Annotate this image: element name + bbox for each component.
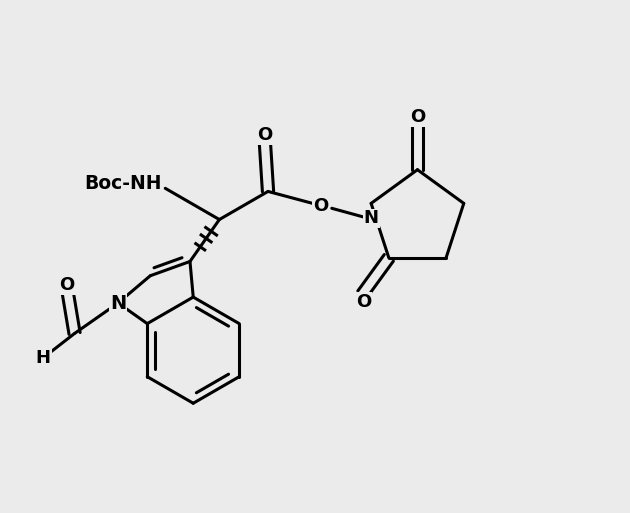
Text: H: H	[36, 349, 51, 367]
Text: O: O	[356, 293, 371, 311]
Text: O: O	[59, 277, 75, 294]
Text: N: N	[364, 209, 379, 227]
Text: O: O	[313, 198, 328, 215]
Text: Boc-NH: Boc-NH	[84, 174, 162, 193]
Text: N: N	[110, 293, 126, 312]
Text: O: O	[257, 126, 273, 144]
Text: O: O	[410, 108, 425, 126]
